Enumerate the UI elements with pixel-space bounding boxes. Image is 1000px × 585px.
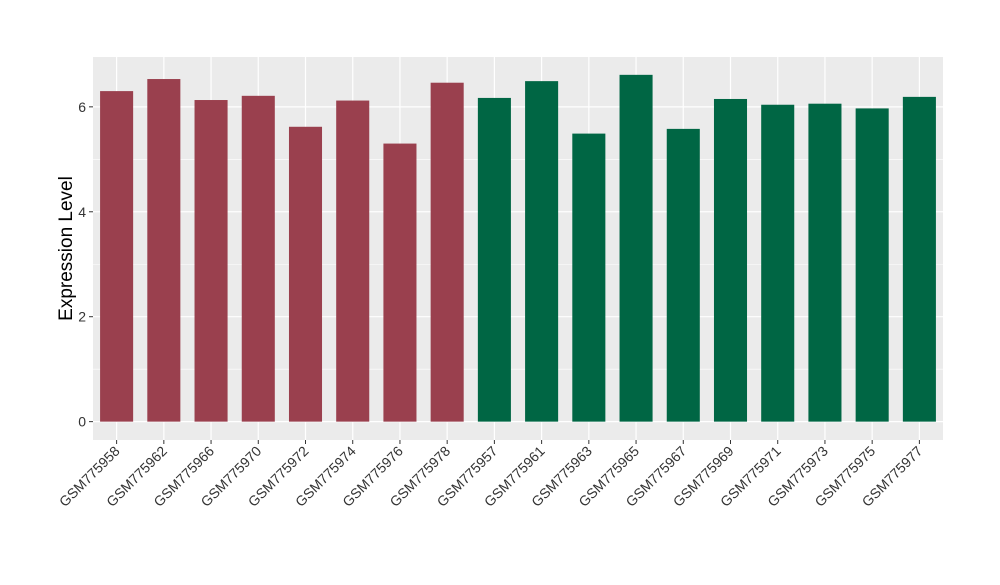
y-axis-ticks: 0 2 4 6 [78,99,93,430]
x-axis-ticks: GSM775958GSM775962GSM775966GSM775970GSM7… [56,440,926,510]
y-tick-label: 2 [78,309,86,325]
bar-GSM775963 [572,133,606,422]
bar-GSM775962 [147,79,181,422]
y-tick-label: 0 [78,414,86,430]
bars [100,74,936,422]
bar-GSM775965 [619,74,653,422]
y-tick-label: 6 [78,99,86,115]
bar-GSM775957 [477,97,511,422]
bar-GSM775971 [761,104,795,422]
bar-GSM775958 [100,91,134,422]
bar-GSM775973 [808,103,842,422]
bar-GSM775966 [194,100,228,422]
bar-GSM775969 [713,98,748,422]
bar-GSM775975 [855,108,889,422]
y-axis-title: Expression Level [56,176,77,321]
bar-GSM775977 [902,96,936,422]
plot-panel [93,57,943,440]
bar-GSM775976 [383,143,417,422]
bar-GSM775967 [666,128,700,422]
bar-GSM775961 [525,81,559,422]
y-tick-label: 4 [78,204,86,220]
bar-GSM775978 [430,82,464,422]
bar-GSM775974 [336,100,370,422]
bar-GSM775972 [288,126,323,422]
bar-GSM775970 [241,95,275,422]
